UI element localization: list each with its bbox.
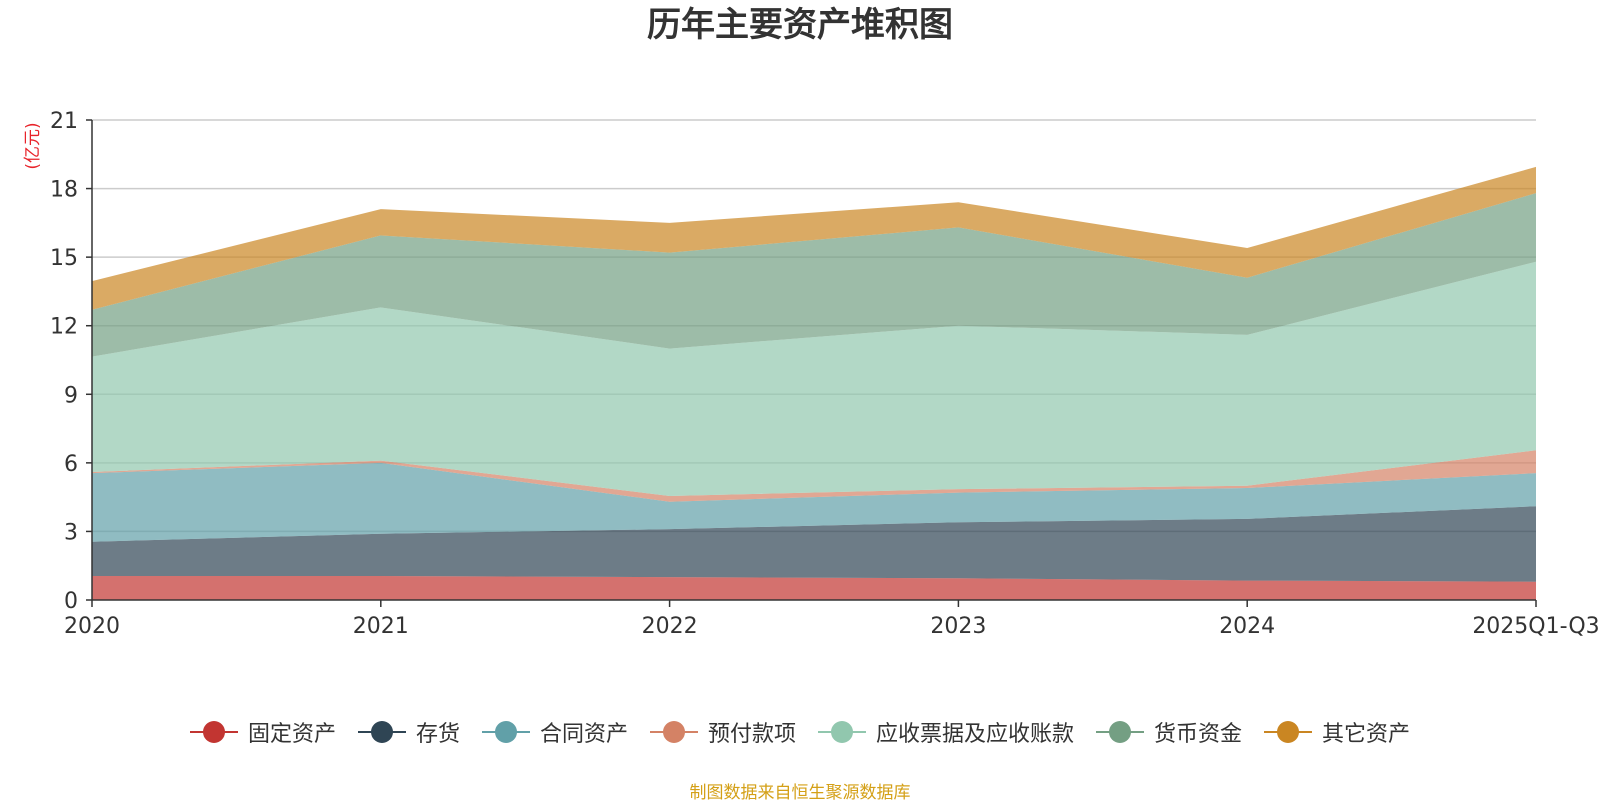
y-tick-label: 3 (64, 520, 78, 545)
legend-item[interactable]: 其它资产 (1264, 716, 1410, 748)
legend-marker-icon (481, 720, 530, 744)
area-series (92, 166, 1536, 600)
y-tick-label: 15 (50, 246, 78, 271)
legend-marker-icon (1264, 720, 1313, 744)
area-应收票据及应收账款 (92, 261, 1536, 496)
legend-label: 其它资产 (1322, 722, 1411, 747)
chart-legend: 固定资产 存货 合同资产 预付款项 应收票据及应收账款 货币资金 其它资产 (0, 716, 1600, 748)
y-tick-label: 6 (64, 452, 78, 477)
x-tick-label: 2022 (642, 614, 698, 639)
source-note: 制图数据来自恒生聚源数据库 (689, 783, 911, 803)
x-tick-label: 2024 (1219, 614, 1275, 639)
legend-item[interactable]: 预付款项 (649, 716, 796, 748)
area-合同资产 (92, 462, 1536, 542)
legend-item[interactable]: 存货 (357, 716, 460, 748)
y-tick-label: 9 (64, 383, 78, 408)
area-固定资产 (92, 576, 1536, 600)
area-其它资产 (92, 166, 1536, 310)
legend-label: 预付款项 (707, 722, 796, 747)
y-tick-label: 0 (64, 589, 78, 614)
legend-label: 存货 (415, 722, 460, 747)
area-存货 (92, 506, 1536, 582)
axes: 0 3 6 9 12 15 18 21 2020 2021 2022 2023 2024 2025Q1-Q… (50, 109, 1600, 639)
x-tick-label: 2021 (353, 614, 409, 639)
area-预付款项 (92, 450, 1536, 502)
chart-title: 历年主要资产堆积图 (647, 5, 953, 45)
x-tick-label: 2023 (930, 614, 986, 639)
legend-item[interactable]: 合同资产 (481, 716, 628, 748)
legend-label: 货币资金 (1154, 722, 1243, 747)
legend-label: 固定资产 (247, 722, 336, 747)
area-货币资金 (92, 193, 1536, 357)
legend-item[interactable]: 固定资产 (189, 716, 336, 748)
y-axis-unit-label: (亿元) (23, 122, 43, 169)
legend-label: 应收票据及应收账款 (876, 722, 1075, 747)
y-tick-label: 12 (50, 315, 78, 340)
x-tick-label: 2020 (64, 614, 120, 639)
legend-item[interactable]: 应收票据及应收账款 (818, 716, 1074, 748)
legend-marker-icon (818, 720, 866, 744)
y-tick-label: 18 (50, 178, 78, 203)
legend-item[interactable]: 货币资金 (1096, 716, 1242, 748)
legend-marker-icon (189, 720, 238, 744)
legend-marker-icon (1096, 720, 1145, 744)
legend-label: 合同资产 (539, 722, 628, 747)
x-tick-label: 2025Q1-Q3 (1472, 614, 1599, 639)
legend-marker-icon (649, 720, 698, 744)
y-tick-label: 21 (50, 109, 78, 134)
legend-marker-icon (357, 720, 406, 744)
